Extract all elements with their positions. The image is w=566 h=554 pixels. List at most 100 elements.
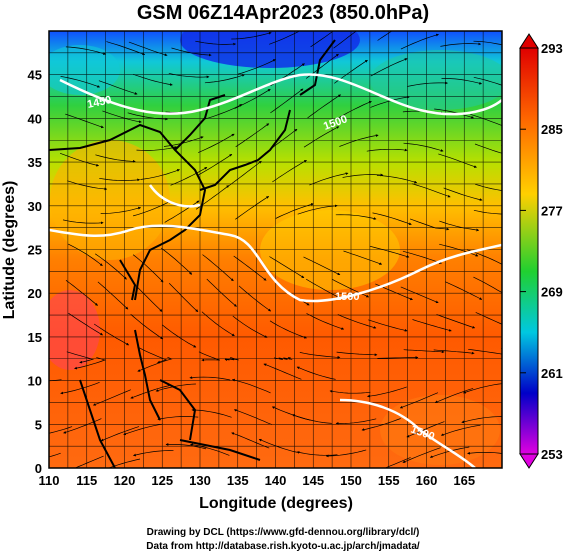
y-tick-labels: 0 5 10 15 20 25 30 35 40 45 — [28, 68, 42, 476]
streamline — [306, 278, 343, 300]
streamline — [99, 177, 141, 182]
streamline — [443, 187, 483, 201]
streamline — [474, 143, 502, 154]
streamline — [369, 245, 410, 258]
map-title: GSM 06Z14Apr2023 (850.0hPa) — [136, 2, 430, 24]
streamline — [237, 59, 276, 75]
streamline — [65, 280, 98, 306]
streamline — [238, 285, 272, 312]
x-tick-label: 140 — [265, 473, 287, 488]
streamline — [434, 108, 475, 119]
streamline — [333, 31, 357, 49]
y-tick-label: 40 — [28, 111, 42, 126]
colorbar-label: 253 — [541, 447, 563, 462]
streamline — [140, 169, 180, 180]
y-tick-label: 45 — [28, 68, 42, 83]
streamline — [438, 153, 477, 168]
x-tick-label: 160 — [416, 473, 438, 488]
streamline — [461, 416, 502, 424]
streamline — [228, 160, 262, 186]
streamline — [291, 414, 332, 424]
streamline — [473, 276, 502, 294]
streamline — [462, 383, 502, 394]
streamline — [439, 220, 480, 232]
y-axis-label: Latitude (degrees) — [1, 181, 18, 320]
streamline — [233, 255, 267, 281]
streamline — [93, 323, 130, 346]
streamline — [201, 311, 235, 337]
streamline — [441, 78, 483, 85]
streamline — [74, 455, 104, 468]
contour-label: 1500 — [335, 291, 359, 303]
streamline — [133, 450, 174, 457]
streamline — [310, 31, 334, 48]
x-tick-label: 155 — [378, 473, 400, 488]
colorbar-label: 277 — [541, 203, 563, 218]
streamline — [273, 357, 293, 360]
streamline — [195, 40, 237, 46]
streamline — [235, 123, 270, 148]
streamline — [400, 286, 439, 304]
y-tick-label: 5 — [35, 417, 42, 432]
streamline — [384, 457, 411, 468]
streamline — [49, 452, 61, 458]
streamline — [296, 366, 336, 380]
streamline — [440, 424, 481, 436]
streamline — [197, 154, 233, 176]
streamline — [370, 58, 408, 77]
streamline — [204, 104, 243, 120]
streamline — [403, 349, 445, 354]
streamline — [433, 349, 475, 355]
x-tick-label: 115 — [76, 473, 97, 488]
streamline — [475, 312, 502, 325]
streamline — [275, 203, 314, 219]
streamline — [231, 432, 270, 449]
streamline — [160, 247, 193, 275]
streamline — [133, 282, 163, 312]
streamline — [366, 148, 408, 152]
streamline — [106, 41, 146, 56]
y-tick-label: 35 — [28, 155, 42, 170]
plot-frame — [48, 30, 503, 469]
streamline — [171, 47, 212, 57]
y-tick-label: 30 — [28, 199, 42, 214]
streamline — [68, 243, 103, 266]
streamline — [132, 254, 164, 283]
colorbar-top-arrow — [519, 33, 539, 49]
x-tick-label: 145 — [302, 473, 324, 488]
y-tick-label: 15 — [28, 330, 42, 345]
x-tick-label: 130 — [189, 473, 211, 488]
streamline — [59, 152, 100, 167]
streamline — [170, 167, 208, 186]
x-tick-label: 110 — [39, 473, 60, 488]
streamline — [157, 416, 199, 421]
streamline — [329, 389, 371, 394]
streamline — [269, 31, 301, 45]
streamline — [94, 253, 127, 280]
streamline — [337, 314, 377, 329]
x-tick-labels: 110 115 120 125 130 135 140 145 150 155 160 165 — [39, 473, 476, 488]
streamline — [473, 40, 502, 46]
streamline — [74, 357, 107, 370]
streamline — [206, 278, 237, 307]
streamline — [263, 363, 302, 380]
streamline — [162, 324, 197, 348]
streamline — [204, 74, 245, 84]
streamline — [127, 112, 169, 121]
y-tick-label: 0 — [35, 461, 42, 476]
streamline — [269, 256, 305, 278]
streamline — [434, 388, 474, 403]
streamline — [107, 458, 141, 468]
streamline — [335, 214, 377, 220]
streamline — [128, 41, 168, 57]
streamline — [409, 218, 450, 231]
streamline — [133, 73, 173, 86]
streamline — [224, 356, 239, 362]
streamline — [258, 438, 298, 453]
streamline — [376, 175, 418, 184]
streamline — [368, 319, 408, 332]
streamline — [307, 94, 341, 119]
x-tick-label: 125 — [151, 473, 173, 488]
colorbar-label: 293 — [541, 41, 563, 56]
